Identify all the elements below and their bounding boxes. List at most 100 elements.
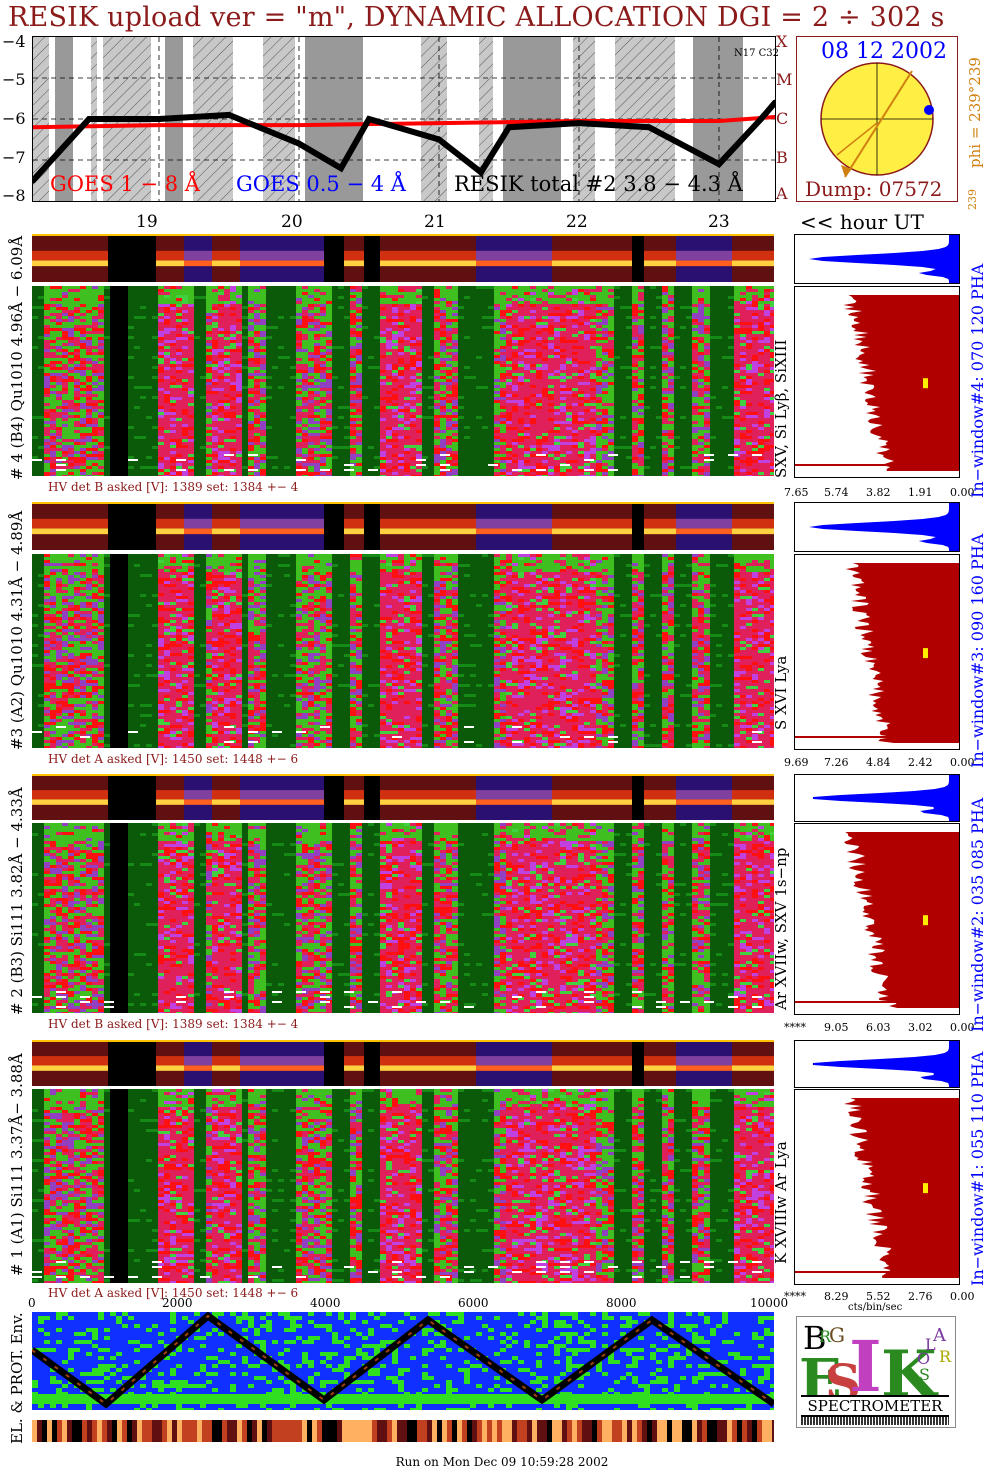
spec-cell — [338, 406, 344, 409]
spec-cell — [44, 376, 50, 379]
spec-cell — [566, 412, 572, 415]
spec-cell — [254, 355, 260, 358]
class-labels: X M C B A — [776, 32, 794, 203]
spec-cell — [572, 292, 578, 295]
spec-cell — [434, 388, 440, 391]
spec-cell — [308, 325, 314, 328]
spec-cell — [542, 301, 548, 304]
spec-cell — [524, 394, 530, 397]
spec-cell — [320, 415, 326, 418]
spec-cell — [98, 454, 104, 457]
spec-cell — [566, 364, 572, 367]
spec-cell — [56, 412, 62, 415]
strip-cell — [756, 250, 760, 261]
spec-cell — [572, 412, 578, 415]
spec-cell — [500, 457, 506, 460]
spec-cell — [386, 406, 392, 409]
strip-cell — [192, 250, 196, 261]
strip-cell — [492, 250, 496, 261]
spec-cell — [386, 307, 392, 310]
spec-cell — [308, 331, 314, 334]
spec-cell — [170, 469, 176, 472]
spec-cell — [224, 364, 230, 367]
spec-cell — [320, 307, 326, 310]
spec-cell — [170, 307, 176, 310]
spec-cell — [50, 334, 56, 337]
spec-cell — [548, 364, 554, 367]
spec-cell — [602, 409, 608, 412]
spec-cell — [92, 376, 98, 379]
spec-cell — [206, 433, 212, 436]
spec-cell — [296, 346, 302, 349]
spec-cell — [158, 343, 164, 346]
spec-cell — [494, 472, 500, 475]
spec-cell — [440, 418, 446, 421]
spec-cell — [188, 403, 194, 406]
spec-cell — [278, 386, 284, 389]
spec-cell — [530, 304, 536, 307]
spec-cell — [248, 403, 254, 406]
spec-cell — [182, 301, 188, 304]
spec-cell — [86, 346, 92, 349]
spec-cell — [560, 412, 566, 415]
strip-cell — [600, 250, 604, 261]
spec-cell — [164, 355, 170, 358]
spec-cell — [260, 292, 266, 295]
spec-cell — [446, 379, 452, 382]
spec-cell — [308, 328, 314, 331]
spec-cell — [56, 349, 62, 352]
spec-cell — [518, 424, 524, 427]
spec-cell — [164, 301, 170, 304]
spec-cell — [290, 366, 296, 369]
spec-cell — [584, 331, 590, 334]
spec-cell — [554, 472, 560, 475]
spec-cell — [80, 412, 86, 415]
spec-cell — [92, 379, 98, 382]
spec-cell — [536, 367, 542, 370]
spec-cell — [560, 289, 566, 292]
spec-cell — [608, 412, 614, 415]
spec-cell — [416, 436, 422, 439]
spec-cell — [416, 346, 422, 349]
spec-cell — [86, 412, 92, 415]
spec-cell — [500, 319, 506, 322]
spec-cell — [590, 289, 596, 292]
spec-cell — [206, 475, 212, 476]
spec-cell — [632, 364, 638, 367]
spec-cell — [212, 451, 218, 454]
spec-cell — [98, 445, 104, 448]
spec-cell — [392, 310, 398, 313]
series-point — [716, 161, 722, 168]
spec-cell — [500, 397, 506, 400]
spec-cell — [140, 396, 146, 399]
spec-cell — [566, 322, 572, 325]
spec-cell — [86, 364, 92, 367]
spec-cell — [98, 415, 104, 418]
spec-cell — [440, 367, 446, 370]
spec-cell — [548, 325, 554, 328]
spec-cell — [308, 361, 314, 364]
spec-cell — [530, 439, 536, 442]
spec-cell — [404, 466, 410, 469]
spec-cell — [506, 475, 512, 476]
spec-cell — [38, 336, 44, 339]
strip-cell — [380, 250, 384, 261]
spec-cell — [74, 448, 80, 451]
spec-cell — [164, 460, 170, 463]
spec-cell — [308, 388, 314, 391]
spec-cell — [578, 454, 584, 457]
spec-cell — [512, 289, 518, 292]
spec-cell — [218, 328, 224, 331]
spec-cell — [56, 418, 62, 421]
spec-cell — [296, 304, 302, 307]
spec-cell — [164, 367, 170, 370]
spec-cell — [326, 400, 332, 403]
spec-cell — [452, 322, 458, 325]
spec-cell — [248, 421, 254, 424]
spec-cell — [164, 382, 170, 385]
spec-cell — [260, 361, 266, 364]
spec-cell — [170, 361, 176, 364]
spec-cell — [410, 334, 416, 337]
spec-cell — [518, 361, 524, 364]
spec-cell — [326, 292, 332, 295]
